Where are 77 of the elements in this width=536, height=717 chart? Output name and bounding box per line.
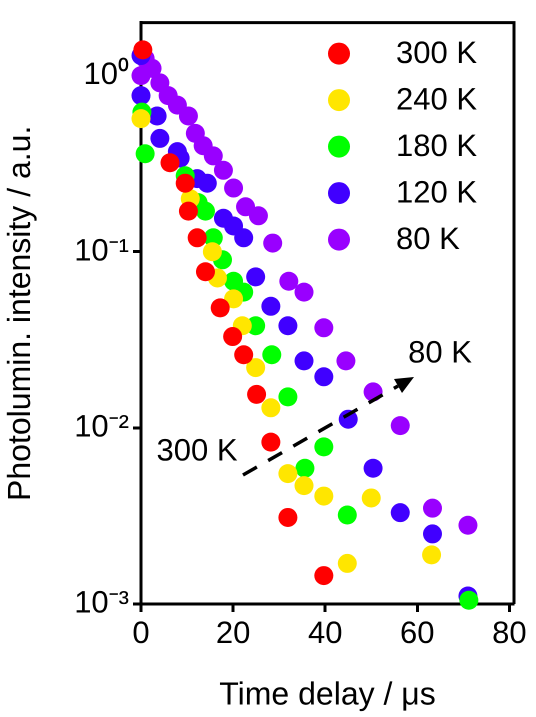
point <box>294 476 314 496</box>
point <box>278 464 298 484</box>
x-axis-title: Time delay / μs <box>219 676 436 712</box>
point <box>202 242 222 262</box>
point <box>278 316 298 336</box>
point <box>314 318 334 338</box>
point <box>224 216 244 236</box>
point <box>338 554 357 573</box>
point <box>422 545 442 564</box>
x-tick-label: 60 <box>400 615 435 650</box>
point <box>168 96 187 115</box>
point <box>294 351 314 370</box>
x-tick-label: 80 <box>492 615 527 650</box>
legend-label: 180 K <box>396 128 478 164</box>
point <box>196 202 215 221</box>
point <box>390 503 410 522</box>
y-tick-label: 10⁻³ <box>74 584 129 620</box>
point <box>234 228 254 248</box>
y-tick-label: 10⁻² <box>74 408 129 444</box>
point <box>136 144 155 164</box>
point <box>210 298 230 318</box>
point <box>295 458 314 478</box>
point <box>314 566 334 586</box>
point <box>248 206 268 226</box>
annotation: 300 K <box>156 432 238 468</box>
point <box>279 272 298 291</box>
point <box>314 367 334 386</box>
point <box>234 345 254 364</box>
point <box>278 387 298 406</box>
point <box>204 146 223 166</box>
point <box>314 486 334 506</box>
point <box>314 437 334 456</box>
y-tick-label: 10⁰ <box>84 56 129 92</box>
point <box>422 498 442 518</box>
legend-label: 120 K <box>396 174 478 210</box>
point <box>261 432 280 452</box>
point <box>364 458 383 478</box>
point <box>247 384 266 404</box>
y-tick-label: 10⁻¹ <box>74 232 129 268</box>
point <box>196 262 215 282</box>
annotation: 80 K <box>408 334 472 370</box>
legend-label: 240 K <box>396 82 478 117</box>
point <box>459 590 478 610</box>
point <box>214 160 233 180</box>
legend-label: 300 K <box>396 35 478 70</box>
point <box>458 516 478 535</box>
point <box>223 327 242 346</box>
point <box>278 508 298 527</box>
point <box>246 267 266 286</box>
point <box>261 398 280 418</box>
point <box>150 128 170 148</box>
legend-label: 80 K <box>396 221 460 256</box>
point <box>224 289 244 308</box>
point <box>262 345 282 364</box>
point <box>261 296 280 316</box>
point <box>132 109 150 128</box>
point <box>178 202 198 221</box>
x-tick-label: 0 <box>132 615 150 650</box>
point <box>362 488 381 508</box>
x-tick-label: 40 <box>308 615 342 650</box>
point <box>198 174 217 193</box>
point <box>336 351 356 370</box>
point <box>132 86 150 106</box>
point <box>176 174 195 193</box>
point <box>178 106 198 126</box>
point <box>263 234 282 253</box>
point <box>338 506 357 525</box>
x-tick-label: 20 <box>216 615 250 650</box>
point <box>246 358 266 378</box>
point <box>160 153 180 172</box>
point <box>224 178 244 198</box>
point <box>236 197 256 216</box>
point <box>294 282 314 302</box>
point <box>422 524 442 544</box>
y-axis-title: Photolumin. intensity / a.u. <box>1 126 38 501</box>
point <box>188 228 207 248</box>
point <box>390 416 410 436</box>
